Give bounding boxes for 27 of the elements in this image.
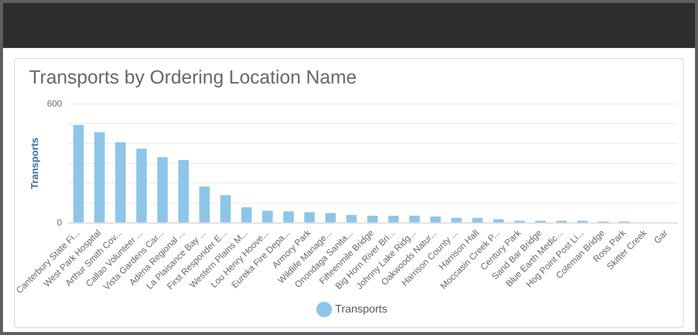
bar xyxy=(199,186,210,222)
bar xyxy=(262,210,273,222)
bar xyxy=(94,132,105,222)
bar xyxy=(136,148,147,222)
bar xyxy=(304,212,315,222)
bar xyxy=(409,216,420,222)
bar xyxy=(325,212,336,222)
bar xyxy=(241,207,252,222)
bar xyxy=(178,160,189,222)
chart-title: Transports by Ordering Location Name xyxy=(29,68,357,89)
legend-label: Transports xyxy=(335,304,388,316)
bar xyxy=(115,142,126,222)
bar xyxy=(388,216,399,222)
bar xyxy=(451,218,462,222)
bar xyxy=(472,218,483,222)
bar xyxy=(157,157,168,222)
bar xyxy=(430,216,441,222)
bar xyxy=(367,216,378,222)
bar xyxy=(73,125,84,222)
bar xyxy=(493,219,504,222)
bar xyxy=(346,214,357,222)
y-tick-label: 0 xyxy=(57,217,62,228)
x-tick-label: Gar xyxy=(652,228,670,246)
y-tick-label: 600 xyxy=(46,98,62,108)
bar xyxy=(220,195,231,222)
bar xyxy=(283,211,294,222)
y-axis-title: Transports xyxy=(30,137,41,190)
